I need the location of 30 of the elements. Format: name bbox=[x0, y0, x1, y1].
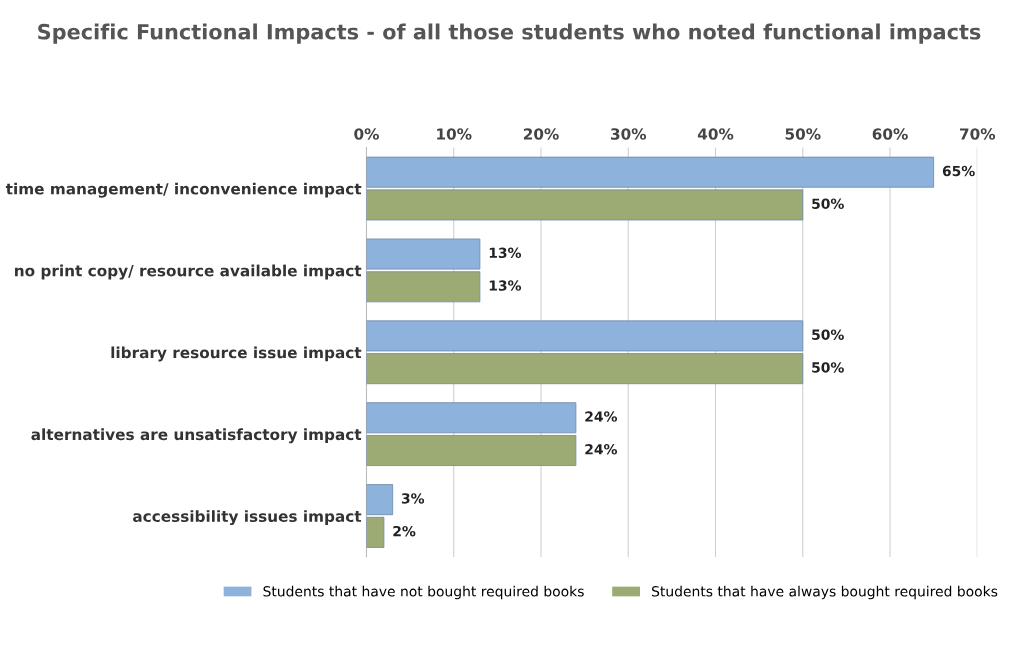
y-tick-label: no print copy/ resource available impact bbox=[15, 264, 362, 280]
bar bbox=[366, 484, 394, 516]
x-tick-label: 70% bbox=[960, 128, 996, 140]
data-label: 13% bbox=[489, 247, 522, 259]
y-tick-label: library resource issue impact bbox=[111, 346, 362, 362]
bar bbox=[366, 402, 577, 434]
data-label: 2% bbox=[393, 525, 416, 537]
data-label: 65% bbox=[942, 165, 975, 177]
x-tick-label: 30% bbox=[610, 128, 647, 140]
data-label: 50% bbox=[812, 329, 844, 340]
data-label: 24% bbox=[585, 411, 618, 422]
bar bbox=[366, 516, 385, 548]
bar bbox=[366, 435, 577, 466]
x-tick-label: 20% bbox=[523, 128, 559, 140]
x-tick-label: 40% bbox=[697, 128, 734, 140]
chart-title: Specific Functional Impacts - of all those students who noted functional impacts bbox=[38, 23, 981, 44]
data-label: 50% bbox=[812, 198, 844, 209]
data-label: 24% bbox=[585, 444, 618, 455]
y-tick-label: alternatives are unsatisfactory impact bbox=[31, 428, 362, 444]
x-tick-label: 50% bbox=[785, 128, 821, 140]
y-tick-label: accessibility issues impact bbox=[133, 510, 362, 526]
legend-label: Students that have always bought required books bbox=[652, 585, 998, 600]
data-label: 3% bbox=[401, 493, 425, 504]
x-tick-label: 60% bbox=[872, 128, 908, 140]
y-tick-label: time management/ inconvenience impact bbox=[5, 182, 362, 198]
data-label: 50% bbox=[812, 362, 844, 373]
data-label: 13% bbox=[489, 280, 522, 291]
legend-label: Students that have not bought required books bbox=[263, 585, 584, 600]
x-tick-label: 10% bbox=[437, 128, 472, 140]
x-tick-label: 0% bbox=[354, 128, 379, 140]
